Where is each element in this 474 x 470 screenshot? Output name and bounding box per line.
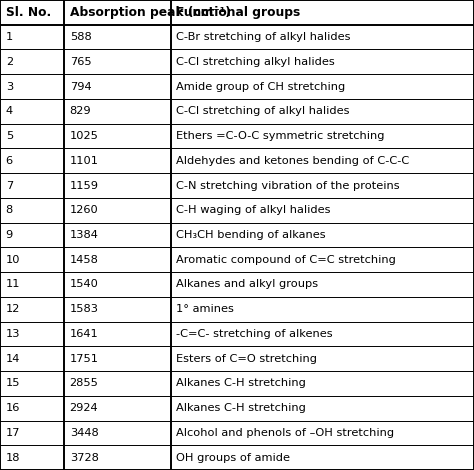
Text: Functional groups: Functional groups — [176, 6, 301, 19]
Text: 2855: 2855 — [70, 378, 99, 388]
Text: 18: 18 — [6, 453, 20, 462]
Text: 1: 1 — [6, 32, 13, 42]
Text: C-Br stretching of alkyl halides: C-Br stretching of alkyl halides — [176, 32, 351, 42]
Text: Alkanes and alkyl groups: Alkanes and alkyl groups — [176, 280, 319, 290]
Text: 14: 14 — [6, 354, 20, 364]
Text: 8: 8 — [6, 205, 13, 215]
Text: C-N stretching vibration of the proteins: C-N stretching vibration of the proteins — [176, 180, 400, 190]
Text: Alkanes C-H stretching: Alkanes C-H stretching — [176, 403, 306, 413]
Text: Alcohol and phenols of –OH stretching: Alcohol and phenols of –OH stretching — [176, 428, 394, 438]
Text: 1025: 1025 — [70, 131, 99, 141]
Text: 588: 588 — [70, 32, 91, 42]
Text: 1101: 1101 — [70, 156, 99, 166]
Text: 2924: 2924 — [70, 403, 98, 413]
Text: OH groups of amide: OH groups of amide — [176, 453, 291, 462]
Text: 1159: 1159 — [70, 180, 99, 190]
Text: 1260: 1260 — [70, 205, 99, 215]
Text: 12: 12 — [6, 304, 20, 314]
Text: -C=C- stretching of alkenes: -C=C- stretching of alkenes — [176, 329, 333, 339]
Text: 5: 5 — [6, 131, 13, 141]
Text: 794: 794 — [70, 82, 91, 92]
Text: 1° amines: 1° amines — [176, 304, 234, 314]
Text: Alkanes C-H stretching: Alkanes C-H stretching — [176, 378, 306, 388]
Text: 829: 829 — [70, 106, 91, 116]
Text: Absorption peak (cm⁻¹): Absorption peak (cm⁻¹) — [70, 6, 230, 19]
Text: CH₃CH bending of alkanes: CH₃CH bending of alkanes — [176, 230, 326, 240]
Text: Ethers =C-O-C symmetric stretching: Ethers =C-O-C symmetric stretching — [176, 131, 385, 141]
Text: 765: 765 — [70, 57, 91, 67]
Text: 1583: 1583 — [70, 304, 99, 314]
Text: 10: 10 — [6, 255, 20, 265]
Text: Sl. No.: Sl. No. — [6, 6, 51, 19]
Text: 3448: 3448 — [70, 428, 99, 438]
Text: 3728: 3728 — [70, 453, 99, 462]
Text: 1751: 1751 — [70, 354, 99, 364]
Text: C-H waging of alkyl halides: C-H waging of alkyl halides — [176, 205, 331, 215]
Text: 1384: 1384 — [70, 230, 99, 240]
Text: 1641: 1641 — [70, 329, 99, 339]
Text: 17: 17 — [6, 428, 20, 438]
Text: 7: 7 — [6, 180, 13, 190]
Text: 4: 4 — [6, 106, 13, 116]
Text: 15: 15 — [6, 378, 20, 388]
Text: C-Cl stretching of alkyl halides: C-Cl stretching of alkyl halides — [176, 106, 350, 116]
Text: 11: 11 — [6, 280, 20, 290]
Text: 13: 13 — [6, 329, 20, 339]
Text: Amide group of CH stretching: Amide group of CH stretching — [176, 82, 346, 92]
Text: Esters of C=O stretching: Esters of C=O stretching — [176, 354, 317, 364]
Text: C-Cl stretching alkyl halides: C-Cl stretching alkyl halides — [176, 57, 335, 67]
Text: 1458: 1458 — [70, 255, 99, 265]
Text: 3: 3 — [6, 82, 13, 92]
Text: Aromatic compound of C=C stretching: Aromatic compound of C=C stretching — [176, 255, 396, 265]
Text: 1540: 1540 — [70, 280, 99, 290]
Text: 2: 2 — [6, 57, 13, 67]
Text: 16: 16 — [6, 403, 20, 413]
Text: 6: 6 — [6, 156, 13, 166]
Text: Aldehydes and ketones bending of C-C-C: Aldehydes and ketones bending of C-C-C — [176, 156, 410, 166]
Text: 9: 9 — [6, 230, 13, 240]
